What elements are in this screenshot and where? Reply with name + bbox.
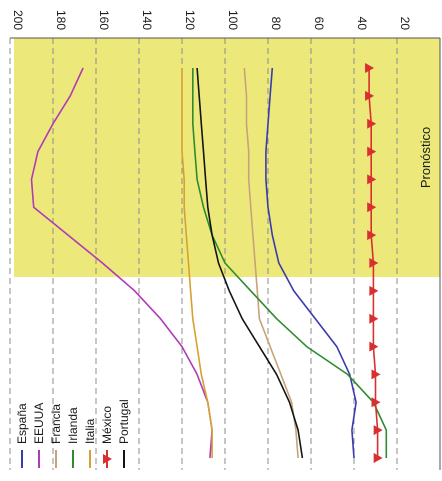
forecast-band-layer [14,38,440,277]
tick-labels: 020406080100120140160180200 [11,10,442,30]
value-tick-label: 100 [226,10,240,30]
data-point [371,397,381,408]
series-line [192,68,388,458]
forecast-band [14,38,440,277]
data-point [371,369,381,380]
data-point [369,341,379,352]
data-point [369,258,379,268]
legend-label: Italia [83,418,97,444]
legend-label: México [100,406,114,444]
data-point [369,313,379,324]
legend: España EEUUA Francia Irlanda Italia México Por… [15,399,131,468]
data-point [367,146,377,157]
value-tick-label: 160 [97,10,111,30]
legend-marker [103,454,112,464]
annotations: Pronóstico [418,127,433,188]
data-point [367,230,377,241]
data-point [365,63,375,73]
value-tick-label: 20 [398,17,412,31]
gridlines [9,37,441,470]
series-line [265,67,357,459]
value-tick-label: 60 [312,17,326,31]
data-point [365,90,375,101]
forecast-label: Pronóstico [418,127,433,188]
data-point [367,118,377,129]
data-point [369,285,379,296]
legend-label: Portugal [117,399,131,444]
value-tick-label: 80 [269,17,283,31]
data-point [373,425,383,436]
legend-label: Irlanda [66,407,80,444]
value-tick-label: 140 [140,10,154,30]
legend-label: España [15,403,29,444]
value-tick-label: 120 [183,10,197,30]
data-point [367,202,377,213]
legend-label: Francia [49,404,63,444]
data-point [367,174,377,185]
series-line [181,68,213,458]
series-line [30,67,213,459]
series-line [243,67,299,459]
value-tick-label: 200 [11,10,25,30]
value-tick-label: 180 [54,10,68,30]
legend-label: EEUUA [32,403,46,444]
data-point [373,453,383,463]
series-line [196,67,304,459]
value-tick-label: 40 [355,17,369,31]
series-lines [30,63,388,463]
